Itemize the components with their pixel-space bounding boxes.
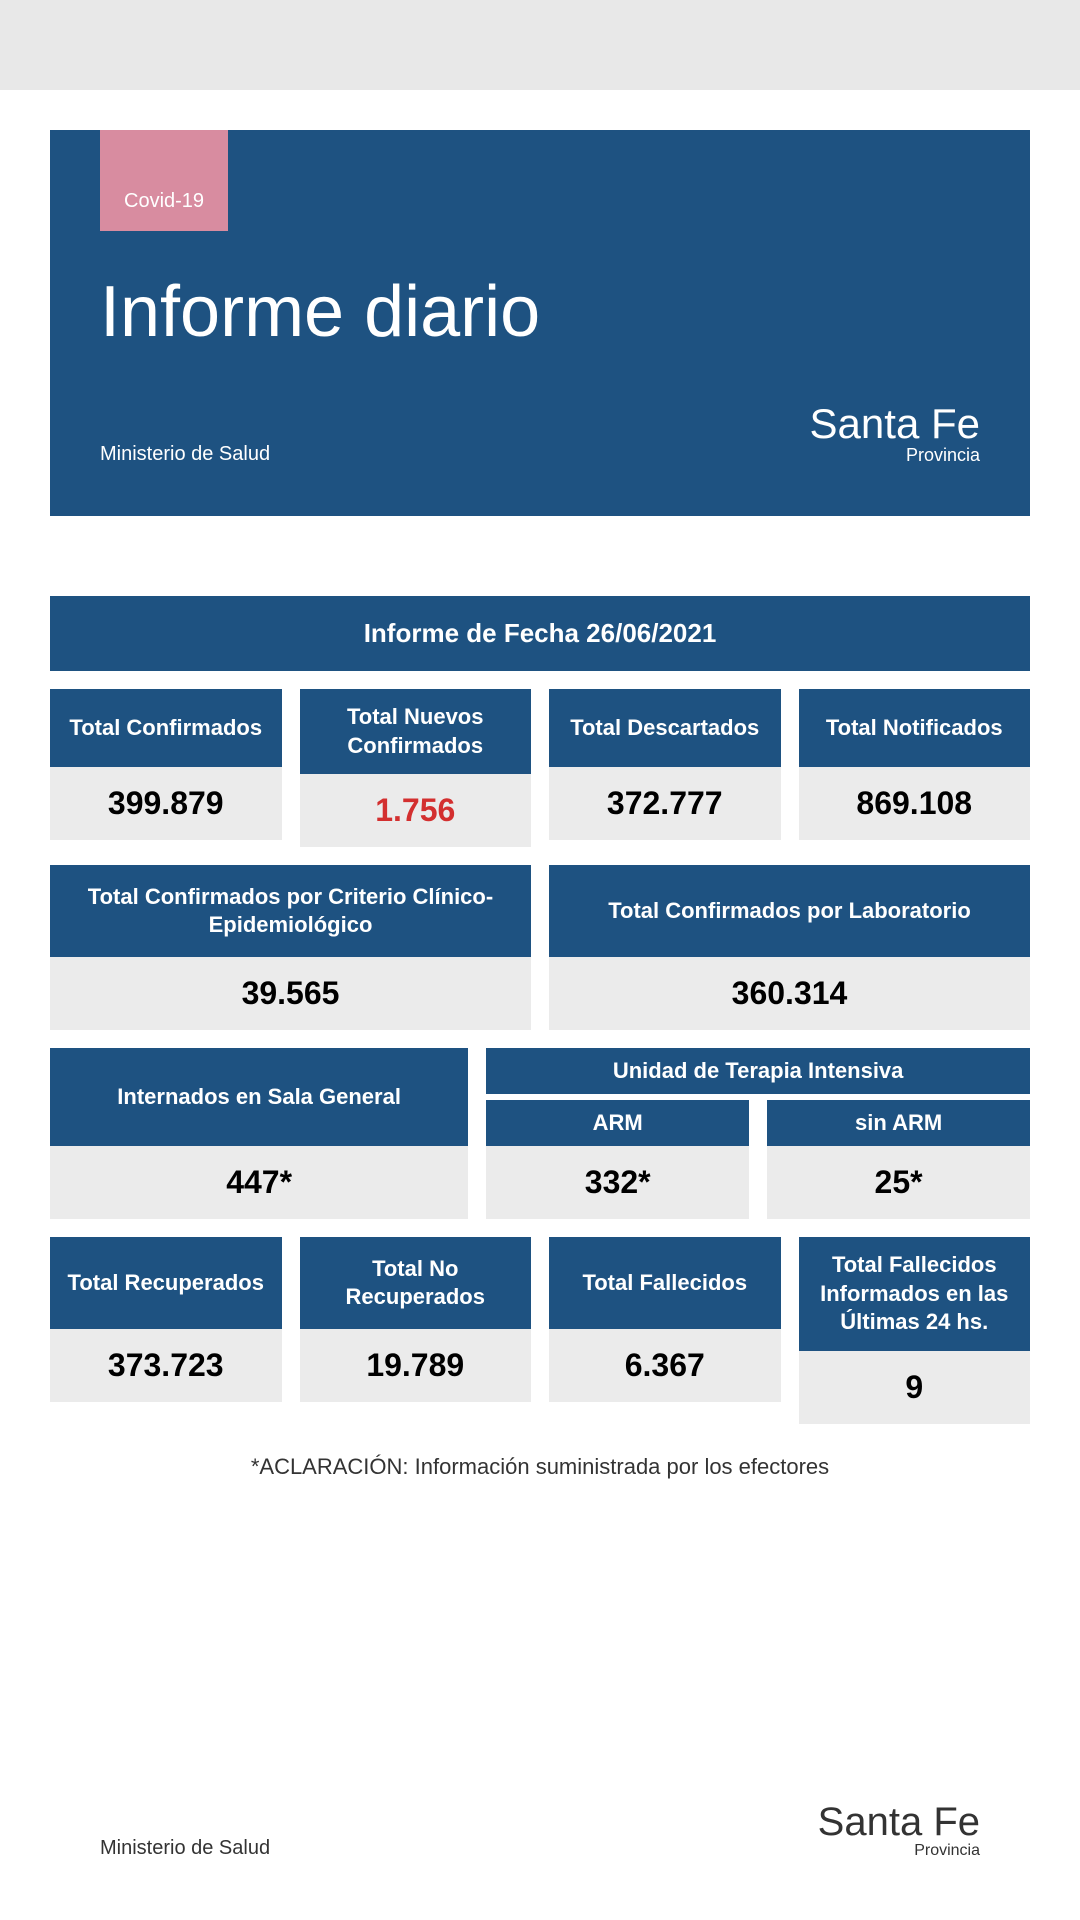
stat-confirmados-lab: Total Confirmados por Laboratorio 360.31… — [549, 865, 1030, 1030]
ministry-label: Ministerio de Salud — [100, 443, 270, 466]
stat-internados: Internados en Sala General 447* — [50, 1048, 468, 1219]
stats-row-1: Total Confirmados 399.879 Total Nuevos C… — [50, 689, 1030, 847]
stat-label: ARM — [486, 1100, 749, 1146]
date-bar: Informe de Fecha 26/06/2021 — [50, 596, 1030, 671]
footer: Ministerio de Salud Santa Fe Provincia — [0, 1802, 1080, 1860]
stat-arm: ARM 332* — [486, 1100, 749, 1219]
stat-recuperados: Total Recuperados 373.723 — [50, 1237, 282, 1424]
province-logo: Santa Fe Provincia — [810, 403, 980, 466]
stat-value: 399.879 — [50, 767, 282, 840]
footer-ministry: Ministerio de Salud — [100, 1837, 270, 1860]
uti-title: Unidad de Terapia Intensiva — [486, 1048, 1030, 1094]
stat-value: 360.314 — [549, 957, 1030, 1030]
stat-label: Internados en Sala General — [50, 1048, 468, 1146]
stat-value: 19.789 — [300, 1329, 532, 1402]
stat-value: 9 — [799, 1351, 1031, 1424]
footer-logo-sub: Provincia — [818, 1842, 980, 1860]
stat-no-recuperados: Total No Recuperados 19.789 — [300, 1237, 532, 1424]
header-card: Covid-19 Informe diario Ministerio de Sa… — [50, 130, 1030, 516]
uti-section: Unidad de Terapia Intensiva ARM 332* sin… — [486, 1048, 1030, 1219]
stat-nuevos-confirmados: Total Nuevos Confirmados 1.756 — [300, 689, 532, 847]
stat-value: 1.756 — [300, 774, 532, 847]
stat-fallecidos-24: Total Fallecidos Informados en las Últim… — [799, 1237, 1031, 1424]
stat-total-confirmados: Total Confirmados 399.879 — [50, 689, 282, 847]
header-bottom: Ministerio de Salud Santa Fe Provincia — [100, 403, 980, 466]
stat-label: Total No Recuperados — [300, 1237, 532, 1329]
stat-label: Total Fallecidos — [549, 1237, 781, 1329]
stat-fallecidos: Total Fallecidos 6.367 — [549, 1237, 781, 1424]
footer-logo-main: Santa Fe — [818, 1802, 980, 1842]
stat-value: 332* — [486, 1146, 749, 1219]
stats-row-4: Total Recuperados 373.723 Total No Recup… — [50, 1237, 1030, 1424]
stats-row-3: Internados en Sala General 447* Unidad d… — [50, 1048, 1030, 1219]
stat-label: Total Confirmados — [50, 689, 282, 767]
content-area: Covid-19 Informe diario Ministerio de Sa… — [0, 90, 1080, 1520]
footer-logo: Santa Fe Provincia — [818, 1802, 980, 1860]
top-bar — [0, 0, 1080, 90]
stat-value: 372.777 — [549, 767, 781, 840]
stat-label: Total Recuperados — [50, 1237, 282, 1329]
stat-sin-arm: sin ARM 25* — [767, 1100, 1030, 1219]
covid-badge: Covid-19 — [100, 130, 228, 231]
stat-label: sin ARM — [767, 1100, 1030, 1146]
stat-value: 25* — [767, 1146, 1030, 1219]
stat-value: 869.108 — [799, 767, 1031, 840]
stat-value: 373.723 — [50, 1329, 282, 1402]
stat-label: Total Confirmados por Criterio Clínico-E… — [50, 865, 531, 957]
stat-confirmados-clinico: Total Confirmados por Criterio Clínico-E… — [50, 865, 531, 1030]
uti-columns: ARM 332* sin ARM 25* — [486, 1100, 1030, 1219]
stats-row-2: Total Confirmados por Criterio Clínico-E… — [50, 865, 1030, 1030]
stat-total-descartados: Total Descartados 372.777 — [549, 689, 781, 847]
stat-value: 447* — [50, 1146, 468, 1219]
stat-label: Total Nuevos Confirmados — [300, 689, 532, 774]
stat-label: Total Descartados — [549, 689, 781, 767]
logo-sub: Provincia — [810, 445, 980, 466]
logo-main: Santa Fe — [810, 403, 980, 445]
footnote: *ACLARACIÓN: Información suministrada po… — [50, 1454, 1030, 1480]
stat-value: 39.565 — [50, 957, 531, 1030]
stat-total-notificados: Total Notificados 869.108 — [799, 689, 1031, 847]
stat-label: Total Confirmados por Laboratorio — [549, 865, 1030, 957]
stat-value: 6.367 — [549, 1329, 781, 1402]
stat-label: Total Notificados — [799, 689, 1031, 767]
stat-label: Total Fallecidos Informados en las Últim… — [799, 1237, 1031, 1351]
report-title: Informe diario — [100, 271, 980, 353]
